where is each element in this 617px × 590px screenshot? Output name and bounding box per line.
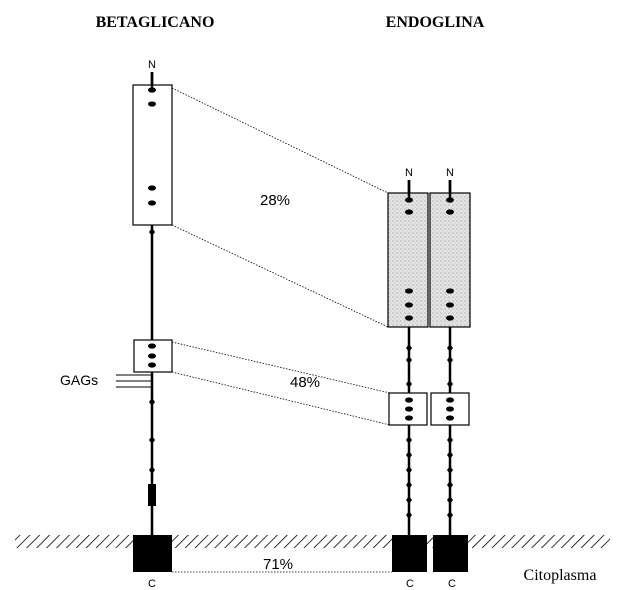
- disulfide-dot: [148, 353, 156, 359]
- n-terminus: N: [405, 167, 413, 179]
- disulfide-dot: [148, 343, 156, 349]
- site-marker: [447, 481, 453, 489]
- disulfide-dot: [405, 397, 413, 403]
- header-left: BETAGLICANO: [96, 14, 215, 31]
- site-marker: [447, 451, 453, 459]
- site-marker: [406, 380, 412, 388]
- cytoplasmic-domain: [133, 535, 172, 572]
- segment: [148, 484, 156, 506]
- disulfide-dot: [405, 302, 413, 308]
- disulfide-dot: [446, 406, 454, 412]
- disulfide-dot: [148, 185, 156, 191]
- site-marker: [447, 356, 453, 364]
- site-marker: [447, 466, 453, 474]
- site-marker: [406, 436, 412, 444]
- site-marker: [447, 511, 453, 519]
- site-marker: [149, 466, 155, 474]
- cytoplasmic-domain: [433, 535, 468, 572]
- disulfide-dot: [405, 288, 413, 294]
- disulfide-dot: [446, 302, 454, 308]
- homology-line: [171, 371, 391, 426]
- site-marker: [406, 356, 412, 364]
- site-marker: [149, 436, 155, 444]
- disulfide-dot: [405, 315, 413, 321]
- site-marker: [447, 344, 453, 352]
- similarity-label: 28%: [260, 192, 290, 209]
- disulfide-dot: [148, 362, 156, 368]
- site-marker: [149, 228, 155, 236]
- site-marker: [447, 380, 453, 388]
- disulfide-dot: [446, 315, 454, 321]
- cytoplasmic-domain: [392, 535, 427, 572]
- site-marker: [406, 496, 412, 504]
- similarity-label: 48%: [290, 374, 320, 391]
- homology-line: [171, 87, 389, 194]
- disulfide-dot: [446, 415, 454, 421]
- disulfide-dot: [148, 87, 156, 93]
- c-terminus: C: [406, 578, 414, 590]
- disulfide-dot: [446, 209, 454, 215]
- similarity-label: 71%: [263, 556, 293, 573]
- gags-label: GAGs: [60, 372, 98, 388]
- site-marker: [406, 481, 412, 489]
- homology-line: [171, 224, 389, 328]
- n-terminus: N: [446, 167, 454, 179]
- site-marker: [447, 436, 453, 444]
- site-marker: [406, 451, 412, 459]
- disulfide-dot: [405, 415, 413, 421]
- c-terminus: C: [448, 578, 456, 590]
- disulfide-dot: [446, 288, 454, 294]
- site-marker: [447, 496, 453, 504]
- disulfide-dot: [148, 101, 156, 107]
- disulfide-dot: [446, 197, 454, 203]
- membrane: [15, 535, 610, 548]
- site-marker: [149, 398, 155, 406]
- disulfide-dot: [405, 209, 413, 215]
- site-marker: [406, 344, 412, 352]
- header-right: ENDOGLINA: [386, 14, 485, 31]
- site-marker: [406, 466, 412, 474]
- region-label: Citoplasma: [524, 567, 597, 584]
- disulfide-dot: [148, 200, 156, 206]
- site-marker: [406, 511, 412, 519]
- c-terminus: C: [148, 578, 156, 590]
- homology-line: [171, 341, 391, 394]
- disulfide-dot: [405, 406, 413, 412]
- disulfide-dot: [446, 397, 454, 403]
- disulfide-dot: [405, 197, 413, 203]
- n-terminus: N: [148, 59, 156, 71]
